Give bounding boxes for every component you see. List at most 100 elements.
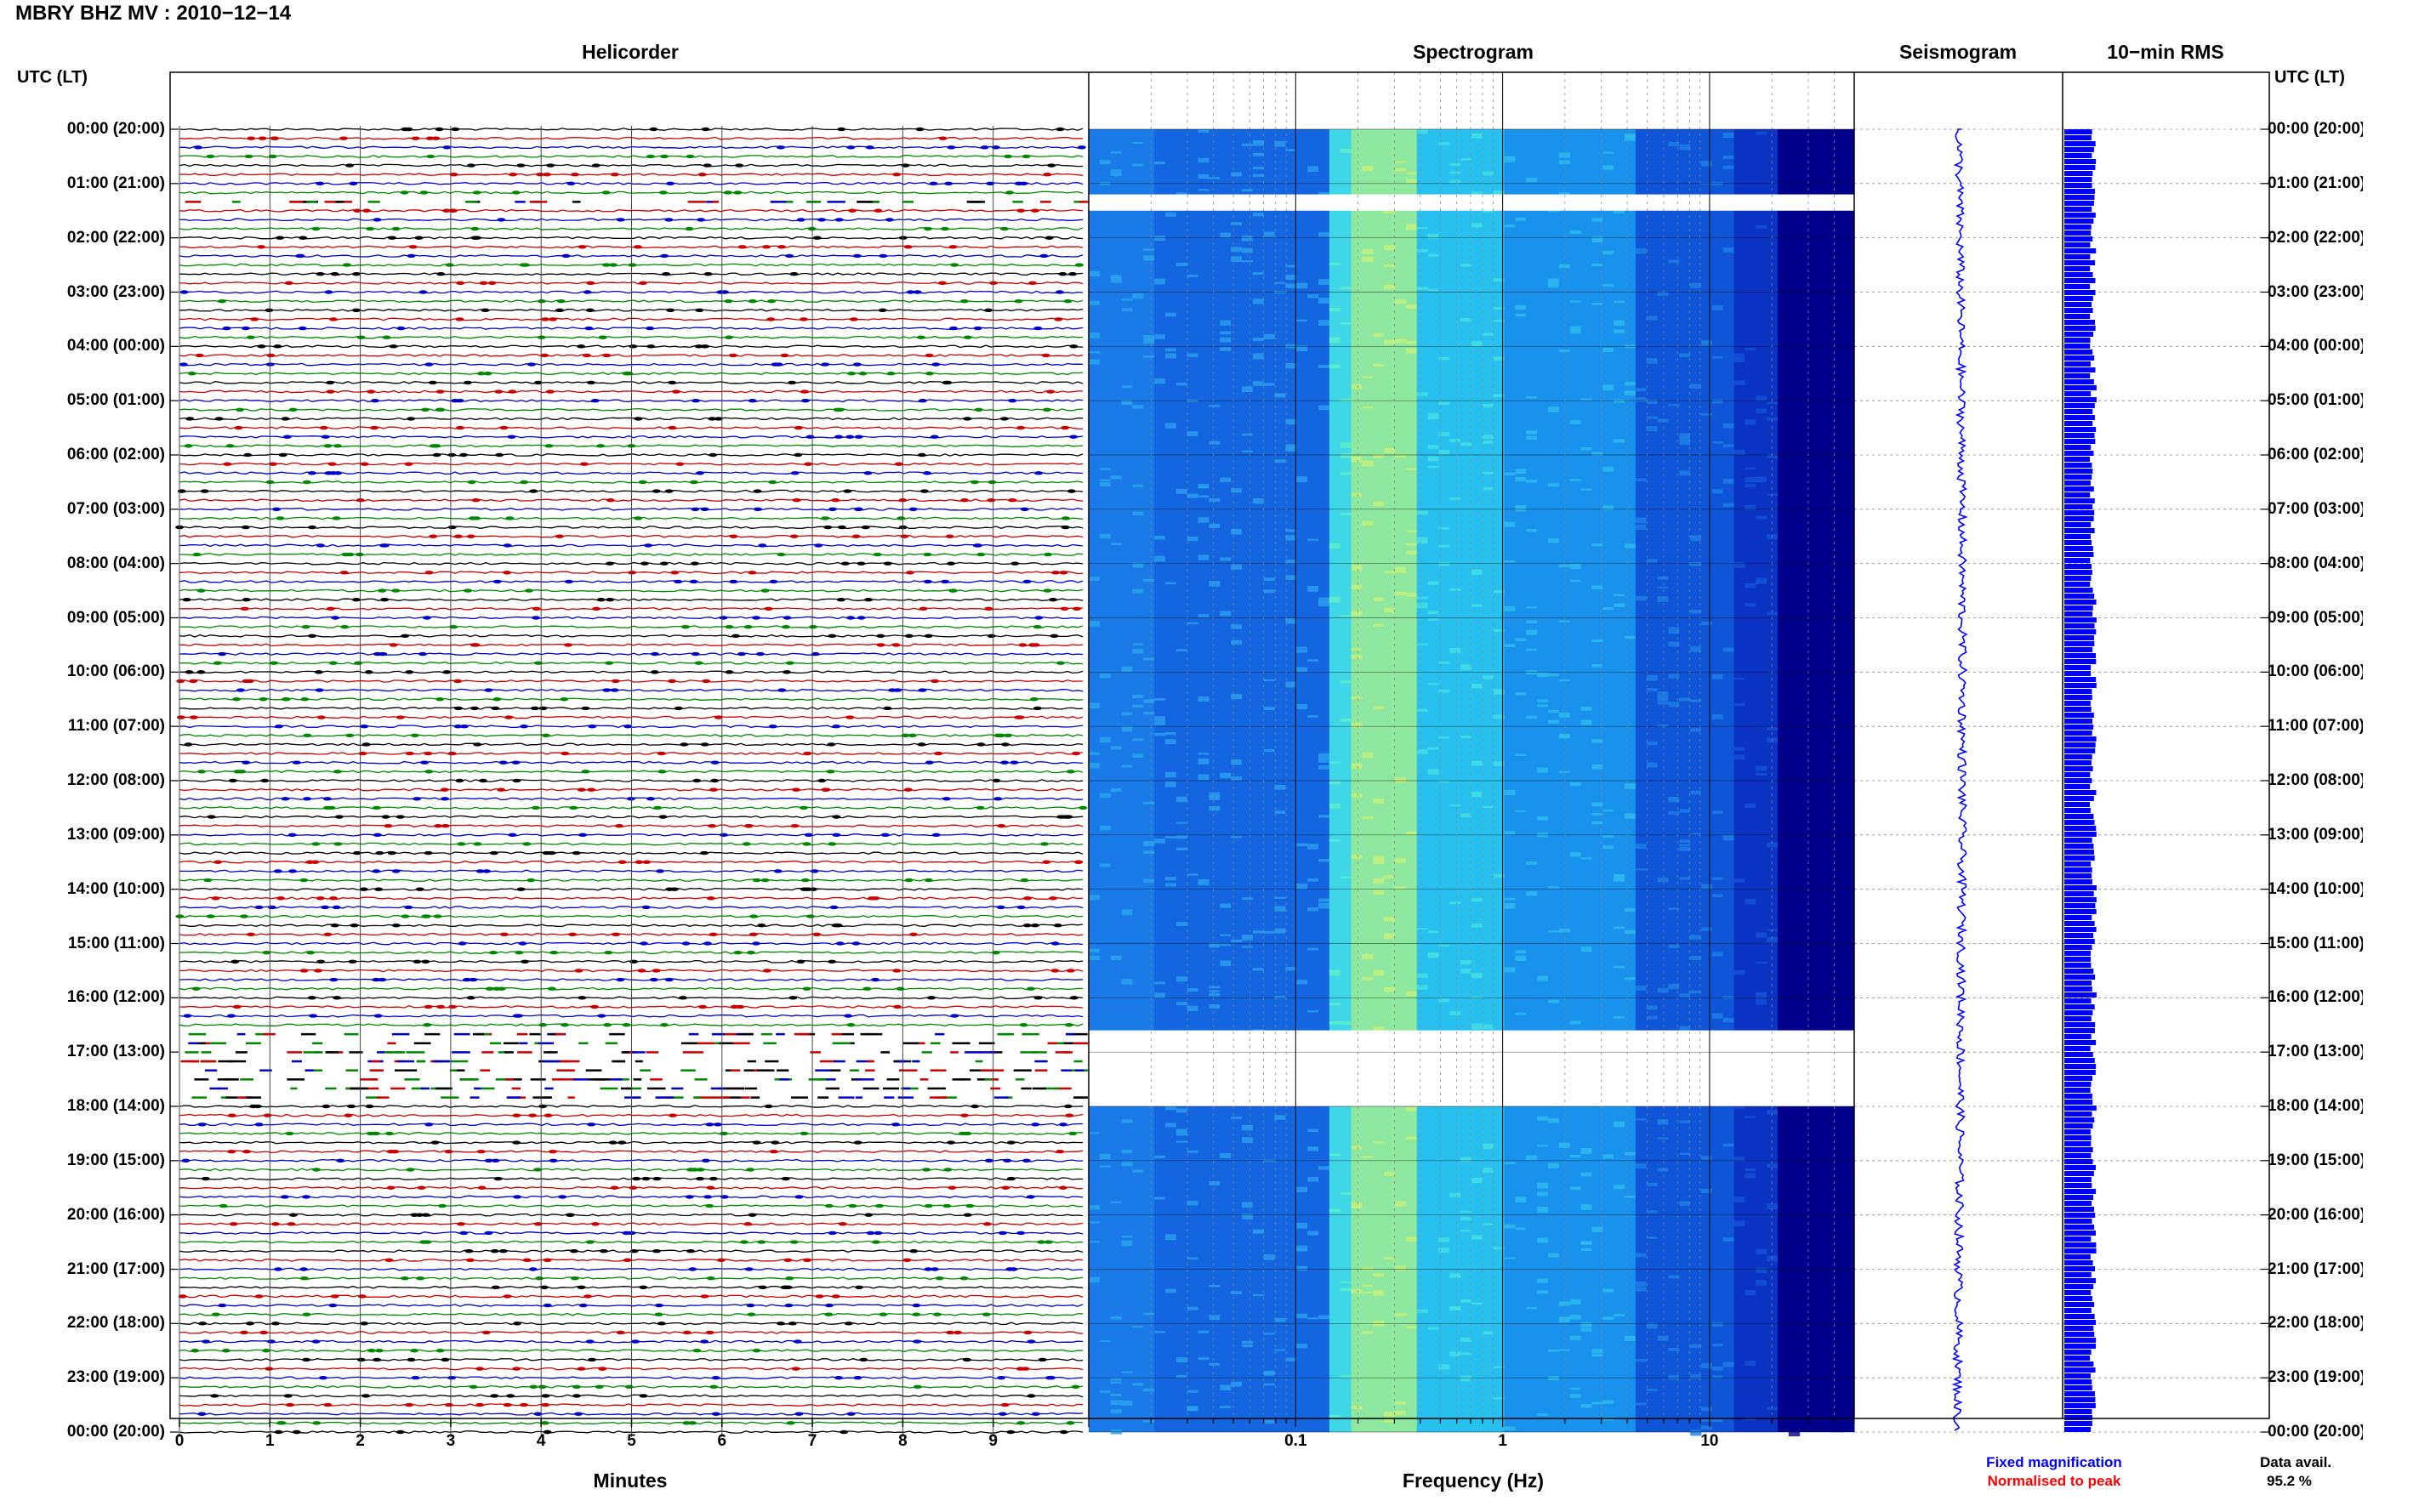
spectrogram-streak [1175,922,1188,927]
rms-bar [2064,736,2097,742]
helicorder-event [785,253,794,259]
helicorder-event [938,136,948,140]
spectrogram-streak [1121,298,1133,301]
helicorder-fragment [693,1096,701,1099]
helicorder-event [372,805,381,810]
spectrogram-streak [1788,423,1801,428]
spectrogram-streak [1099,533,1112,539]
helicorder-event [189,715,198,719]
helicorder-event [504,715,514,719]
helicorder-event [641,1176,651,1181]
spectrogram-streak [1307,1231,1319,1236]
helicorder-event [913,1384,922,1390]
helicorder-event [785,661,794,665]
helicorder-event [608,263,618,267]
helicorder-event [1044,1240,1053,1244]
spectrogram-streak [1285,274,1297,281]
helicorder-event [777,688,787,692]
rms-bar [2064,992,2097,998]
helicorder-event [1061,425,1070,430]
helicorder-event [976,742,986,747]
spectrogram-streak [1537,1182,1549,1189]
helicorder-fragment [188,1032,207,1036]
helicorder-event [182,598,191,602]
minute-tick-label: 1 [265,1432,275,1450]
rms-bar [2064,814,2094,819]
helicorder-event [404,127,413,132]
spectrogram-streak [1099,825,1112,831]
spectrogram-streak [1351,655,1363,660]
spectrogram-streak [1187,622,1199,625]
helicorder-event [705,1123,714,1127]
spectrogram-streak [1089,350,1101,354]
spectrogram-streak [1614,439,1625,443]
spectrogram-streak [1602,250,1614,255]
helicorder-event [824,1303,834,1308]
helicorder-event [311,1168,321,1172]
rms-bar [2064,671,2092,676]
spectrogram-streak [1460,157,1472,161]
spectrogram-streak [1231,694,1243,700]
helicorder-event [701,127,710,132]
rms-bar [2064,1391,2095,1396]
spectrogram-streak [1252,968,1265,971]
helicorder-event [513,1322,522,1326]
spectrogram-streak [1569,1387,1582,1390]
helicorder-event [435,127,444,132]
helicorder-event [433,914,442,918]
helicorder-event [698,1004,708,1009]
spectrogram-streak [1722,1237,1735,1242]
helicorder-event [947,145,956,150]
helicorder-event [764,606,773,611]
spectrogram-streak [1307,878,1319,882]
spectrogram-streak [1722,165,1735,169]
helicorder-event [652,1176,662,1181]
helicorder-event [184,742,193,747]
helicorder-event [709,932,718,937]
spectrogram-streak [1711,399,1724,404]
spectrogram-streak [1143,1312,1155,1316]
spectrogram-streak [1722,834,1735,841]
helicorder-event [641,905,651,910]
helicorder-event [359,887,368,891]
spectrogram-streak [1263,1383,1276,1386]
spectrogram-streak [1231,639,1243,645]
right-axis-header: UTC (LT) [2274,68,2345,87]
rms-bar [2064,522,2092,527]
helicorder-event [714,715,723,719]
helicorder-event [533,1412,543,1416]
spectrogram-streak [1493,761,1505,766]
rms-bar [2064,1022,2096,1027]
helicorder-event [583,1294,593,1299]
spectrogram-streak [1362,1331,1374,1334]
spectrogram-streak [1788,770,1801,773]
spectrogram-streak [1756,999,1767,1005]
helicorder-fragment [259,1069,272,1071]
spectrogram-streak [1362,816,1374,820]
helicorder-event [846,1023,856,1027]
helicorder-event [903,787,913,792]
spectrogram-streak [1778,861,1790,864]
spectrogram-streak [1646,1322,1659,1326]
helicorder-event [1022,924,1032,928]
spectrogram-streak [1668,1275,1680,1279]
spectrogram-streak [1679,1201,1691,1206]
rms-bar [2064,290,2096,295]
rms-bar [2064,957,2092,962]
helicorder-event [207,815,216,819]
helicorder-event [1020,507,1029,512]
spectrogram-streak [1821,491,1833,493]
spectrogram-streak [1340,148,1352,153]
helicorder-event [494,389,504,394]
helicorder-event [749,914,759,918]
helicorder-event [324,290,333,294]
spectrogram-streak [1756,476,1767,483]
helicorder-event [526,878,536,883]
helicorder-event [529,1384,538,1390]
rms-bar [2064,933,2094,938]
helicorder-fragment [865,1069,875,1071]
time-label-right: 15:00 (11:00) [2268,934,2363,952]
helicorder-event [834,1375,844,1380]
spectrogram-streak [1143,850,1155,855]
helicorder-event [591,163,600,168]
